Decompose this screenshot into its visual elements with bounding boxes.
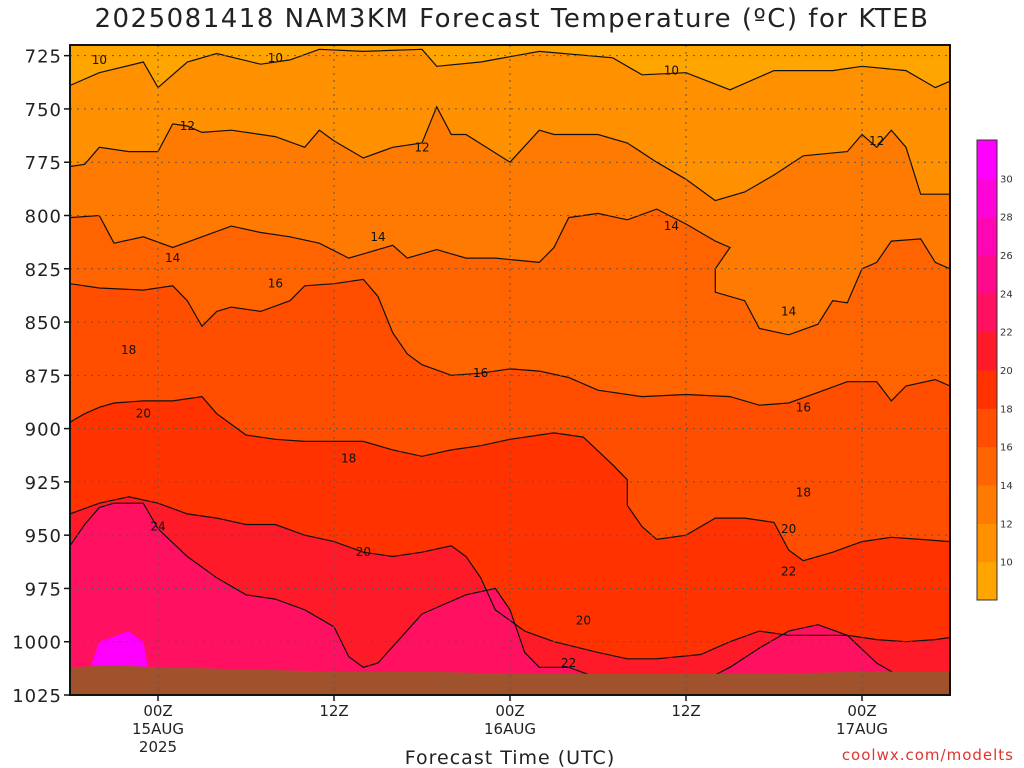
colorbar-swatch-8	[977, 255, 997, 294]
contour-label-10: 10	[664, 64, 679, 78]
contour-14	[70, 208, 950, 336]
colorbar-swatch-5	[977, 370, 997, 409]
contour-label-24: 24	[150, 520, 165, 534]
contour-label-10: 10	[268, 51, 283, 65]
band-above-22	[70, 503, 950, 695]
contour-label-16: 16	[473, 366, 488, 380]
contour-label-20: 20	[136, 407, 151, 421]
ytick-label-825: 825	[25, 260, 62, 281]
contour-label-16: 16	[268, 277, 283, 291]
colorbar-label-28: 28	[1000, 213, 1013, 224]
x-axis-label: Forecast Time (UTC)	[405, 747, 615, 768]
y-axis-ticks: 725 750 775 800 825 850 875 900 925 950 975 1000 102…	[12, 47, 70, 707]
contour-label-18: 18	[341, 451, 356, 465]
ytick-label-750: 750	[25, 100, 62, 121]
colorbar-swatch-11	[977, 140, 997, 179]
ytick-label-850: 850	[25, 313, 62, 334]
ytick-label-775: 775	[25, 153, 62, 174]
colorbar-label-16: 16	[1000, 443, 1013, 454]
contour-label-18: 18	[796, 486, 811, 500]
colorbar-swatch-1	[977, 523, 997, 563]
colorbar-swatch-10	[977, 178, 997, 218]
contour-label-16: 16	[796, 400, 811, 414]
colorbar-label-18: 18	[1000, 404, 1013, 415]
ground-fill	[70, 665, 950, 695]
contour-10	[70, 48, 950, 91]
contour-label-14: 14	[165, 251, 180, 265]
colorbar-label-12: 12	[1000, 519, 1013, 530]
ytick-label-1000: 1000	[12, 633, 62, 654]
contour-label-22: 22	[781, 564, 796, 578]
contour-label-20: 20	[356, 545, 371, 559]
contour-label-20: 20	[576, 613, 591, 627]
colorbar-label-30: 30	[1000, 174, 1013, 185]
colorbar-frame	[976, 139, 998, 601]
colorbar-label-10: 10	[1000, 558, 1013, 569]
ytick-label-800: 800	[25, 206, 62, 227]
ground-surface	[70, 665, 950, 695]
colorbar-swatch-3	[977, 446, 997, 486]
contour-labels: 10 10 10 12 12 12 14 14 14 14 16 16 16 18 18 18 20 20 20 20…	[92, 51, 885, 670]
contour-label-12: 12	[180, 119, 195, 133]
colorbar-legend: 10 12 14 16 18 20 22 24 26 28 30	[976, 139, 1013, 601]
colorbar-swatch-4	[977, 408, 997, 448]
colorbar-swatch-2	[977, 485, 997, 524]
ytick-label-1025: 1025	[12, 686, 62, 707]
xtick-label-18-0: 12Z	[319, 702, 348, 720]
ytick-label-875: 875	[25, 366, 62, 387]
colorbar-swatch-7	[977, 293, 997, 333]
xtick-label-6-0: 00Z	[143, 702, 172, 720]
xtick-label-30-0: 00Z	[495, 702, 524, 720]
contour-label-12: 12	[414, 140, 429, 154]
contour-label-20: 20	[781, 522, 796, 536]
contour-label-10: 10	[92, 53, 107, 67]
contour-label-14: 14	[664, 219, 679, 233]
colorbar-label-20: 20	[1000, 366, 1013, 377]
colorbar-swatch-9	[977, 216, 997, 256]
ytick-label-925: 925	[25, 473, 62, 494]
contour-18	[70, 395, 950, 562]
xtick-label-54-1: 17AUG	[836, 720, 888, 738]
colorbar-label-26: 26	[1000, 251, 1013, 262]
colorbar-label-24: 24	[1000, 289, 1013, 300]
contour-label-14: 14	[370, 230, 385, 244]
contour-20	[70, 496, 950, 660]
colorbar-swatch-6	[977, 331, 997, 371]
contour-label-22: 22	[561, 656, 576, 670]
band-core-2	[392, 624, 525, 685]
source-credit: coolwx.com/modelts	[841, 746, 1014, 764]
ytick-label-975: 975	[25, 579, 62, 600]
xtick-label-30-1: 16AUG	[484, 720, 536, 738]
xtick-label-54-0: 00Z	[847, 702, 876, 720]
xtick-label-6-2: 2025	[139, 738, 177, 756]
colorbar-label-14: 14	[1000, 481, 1013, 492]
chart-title: 2025081418 NAM3KM Forecast Temperature (…	[94, 4, 930, 34]
contour-12	[70, 105, 950, 202]
ytick-label-900: 900	[25, 420, 62, 441]
contour-label-12: 12	[869, 134, 884, 148]
contour-label-14: 14	[781, 304, 796, 318]
colorbar-swatch-0	[977, 561, 997, 601]
contour-22	[70, 502, 950, 685]
colorbar-label-22: 22	[1000, 328, 1013, 339]
xtick-label-6-1: 15AUG	[132, 720, 184, 738]
ytick-label-725: 725	[25, 47, 62, 68]
xtick-label-42-0: 12Z	[671, 702, 700, 720]
contour-lines	[70, 48, 950, 685]
contour-label-18: 18	[121, 343, 136, 357]
ytick-label-950: 950	[25, 526, 62, 547]
contour-16	[70, 278, 950, 406]
